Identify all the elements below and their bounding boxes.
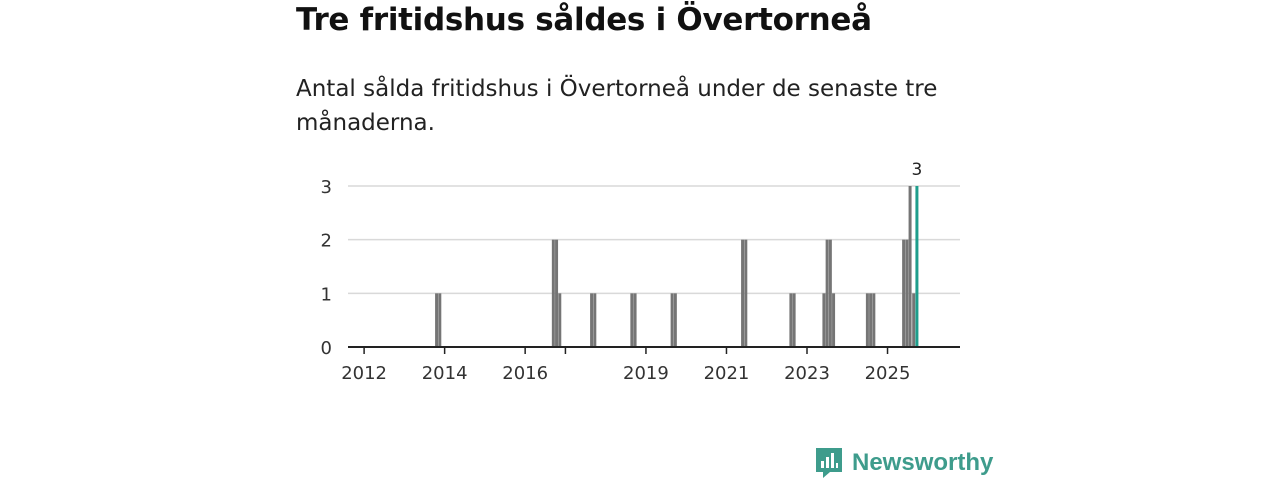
bars	[435, 186, 919, 347]
gridlines	[348, 185, 960, 295]
bar-0	[435, 293, 439, 347]
bar-4	[558, 293, 562, 347]
bar-5	[590, 293, 594, 347]
newsworthy-brand: Newsworthy	[814, 446, 993, 480]
y-tick-label-0: 0	[321, 338, 332, 359]
x-tick-label-2014: 2014	[422, 363, 468, 384]
newsworthy-logo-icon	[816, 448, 842, 478]
bar-7	[630, 293, 634, 347]
bar-10	[673, 293, 677, 347]
bar-11	[741, 239, 745, 347]
y-tick-label-3: 3	[321, 177, 332, 198]
bar-14	[792, 293, 796, 347]
x-tick-label-2025: 2025	[865, 363, 911, 384]
page-title: Tre fritidshus såldes i Övertorneå	[296, 2, 872, 38]
bar-12	[744, 239, 748, 347]
bar-19	[865, 293, 869, 347]
bar-3	[555, 239, 559, 347]
bar-highlight	[915, 186, 919, 347]
highlight-value-label: 3	[912, 160, 923, 180]
brand-name: Newsworthy	[852, 449, 994, 476]
y-tick-label-1: 1	[321, 284, 332, 305]
x-tick-label-2019: 2019	[623, 363, 669, 384]
axes	[348, 346, 960, 354]
bar-8	[633, 293, 637, 347]
x-tick-label-2023: 2023	[784, 363, 830, 384]
x-tick-label-2012: 2012	[341, 363, 387, 384]
bar-chart: 0 1 2 3 3 2012 2014 2016 2019 2021 2023 2025	[321, 160, 960, 384]
y-tick-label-2: 2	[321, 231, 332, 252]
bar-2	[551, 239, 555, 347]
bar-20	[869, 293, 873, 347]
chart-subtitle: Antal sålda fritidshus i Övertorneå unde…	[296, 76, 938, 136]
bar-17	[828, 239, 832, 347]
bar-22	[902, 239, 906, 347]
bar-21	[872, 293, 876, 347]
bar-18	[832, 293, 836, 347]
bar-9	[670, 293, 674, 347]
bar-1	[438, 293, 442, 347]
bar-23	[905, 239, 909, 347]
bar-13	[789, 293, 793, 347]
bar-25	[912, 293, 916, 347]
bar-15	[822, 293, 826, 347]
bar-16	[825, 239, 829, 347]
x-tick-label-2016: 2016	[502, 363, 548, 384]
labels: 0 1 2 3 3 2012 2014 2016 2019 2021 2023 2025	[321, 160, 923, 384]
bar-6	[593, 293, 597, 347]
x-tick-label-2021: 2021	[704, 363, 750, 384]
bar-24	[908, 186, 912, 347]
